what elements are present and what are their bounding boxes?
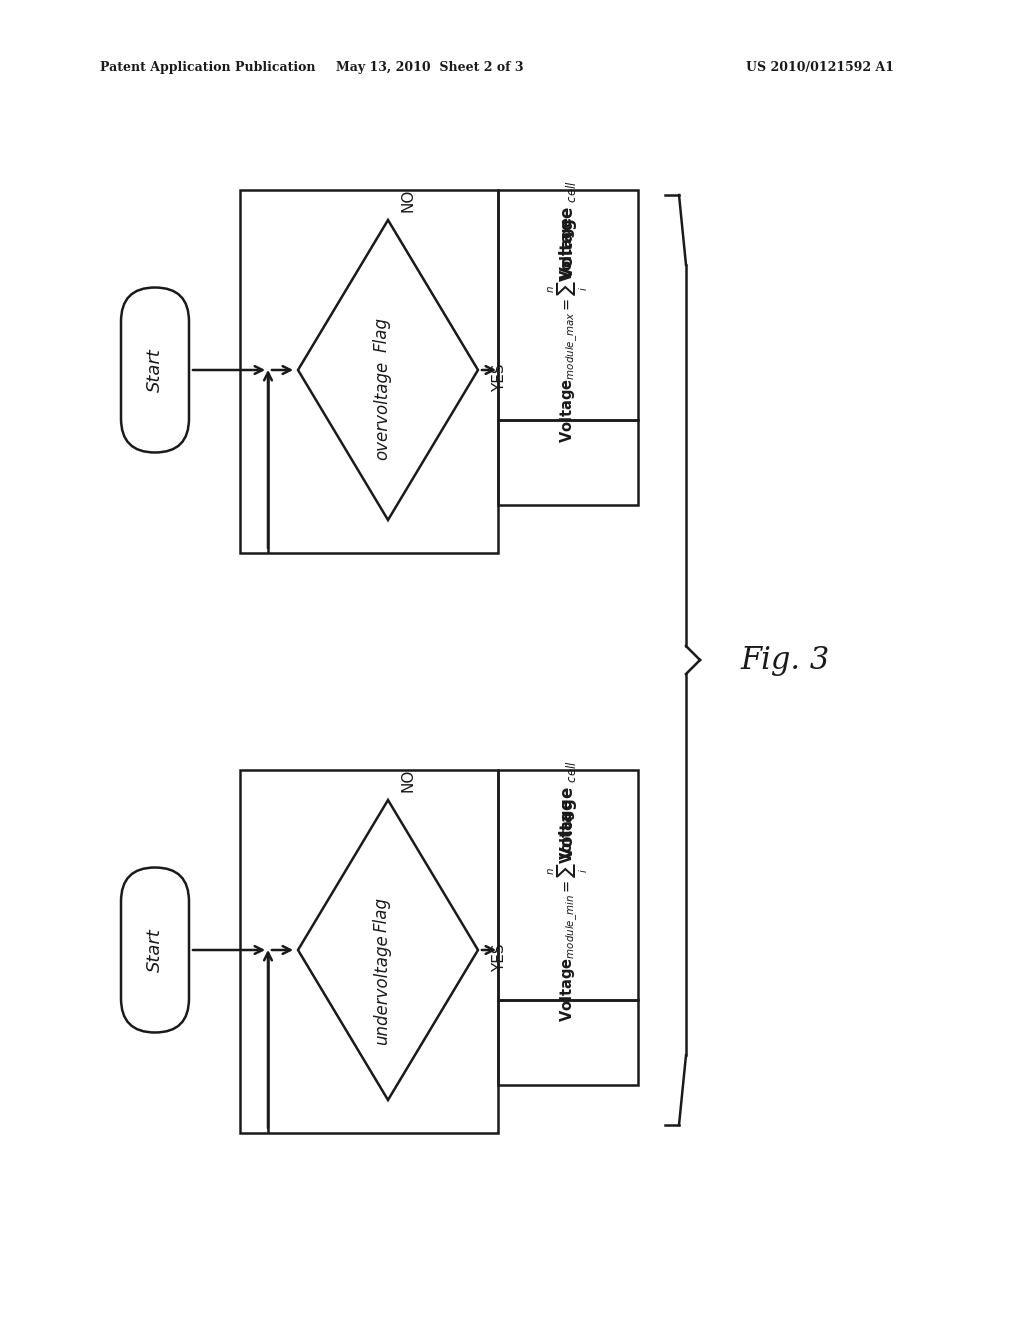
Text: $\mathbf{Voltage}\ _{cell}$: $\mathbf{Voltage}\ _{cell}$: [557, 180, 579, 280]
Text: Start: Start: [146, 348, 164, 392]
Text: Start: Start: [146, 928, 164, 972]
Bar: [240, 190, 498, 553]
Bar: [498, 420, 638, 506]
Text: overvoltage: overvoltage: [373, 360, 391, 459]
Text: May 13, 2010  Sheet 2 of 3: May 13, 2010 Sheet 2 of 3: [336, 62, 523, 74]
Text: undervoltage: undervoltage: [373, 935, 391, 1045]
Text: $\mathbf{Voltage}\ _{cell}$: $\mathbf{Voltage}\ _{cell}$: [557, 760, 579, 859]
Bar: [498, 770, 638, 1001]
Text: YES: YES: [492, 944, 507, 973]
Bar: [240, 770, 498, 1133]
Text: Fig. 3: Fig. 3: [740, 644, 829, 676]
Text: YES: YES: [492, 364, 507, 392]
Text: Flag: Flag: [373, 898, 391, 932]
Text: Patent Application Publication: Patent Application Publication: [100, 62, 315, 74]
Bar: [498, 190, 638, 420]
Bar: [498, 1001, 638, 1085]
Text: NO: NO: [400, 768, 416, 792]
Text: $\mathbf{Voltage}_{module\_max}= \sum_{i}^{n}\mathbf{Voltage}$: $\mathbf{Voltage}_{module\_max}= \sum_{i…: [547, 216, 590, 444]
Text: US 2010/0121592 A1: US 2010/0121592 A1: [746, 62, 894, 74]
Text: Flag: Flag: [373, 318, 391, 352]
Text: NO: NO: [400, 189, 416, 213]
Text: $\mathbf{Voltage}_{module\_min}= \sum_{i}^{n}\mathbf{Voltage}$: $\mathbf{Voltage}_{module\_min}= \sum_{i…: [547, 799, 590, 1022]
